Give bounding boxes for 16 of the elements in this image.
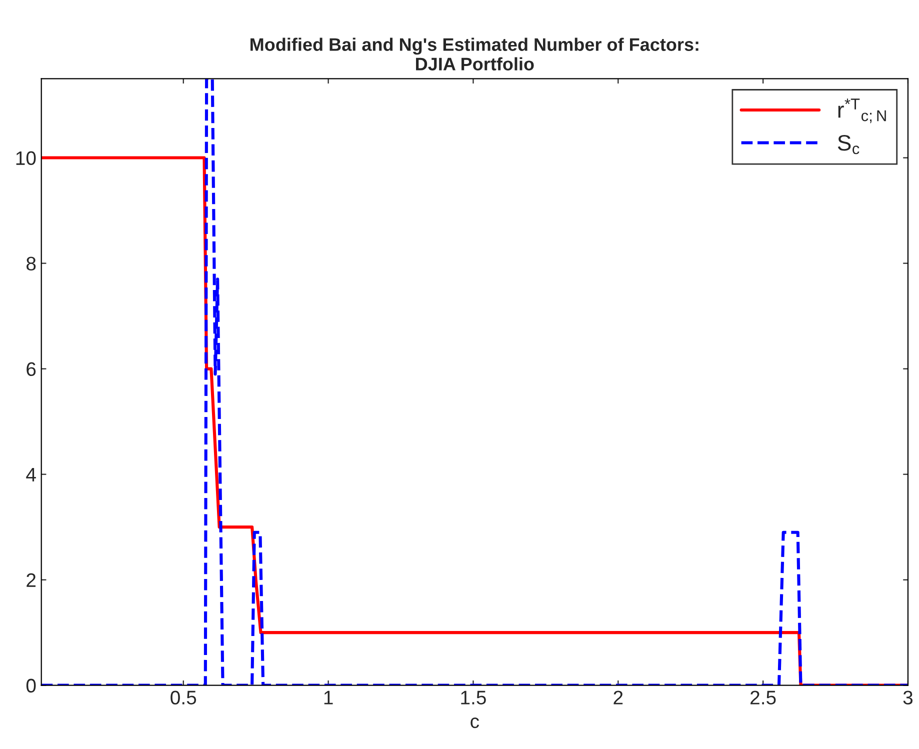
y-tick-label: 0: [26, 678, 36, 693]
x-tick-label: 1: [324, 690, 333, 704]
y-tick-label: 2: [26, 573, 36, 587]
chart-title: Modified Bai and Ng's Estimated Number of Factors: DJIA Portfolio: [250, 38, 698, 70]
x-tick-label: 2.5: [750, 690, 776, 704]
y-tick-label: 8: [26, 256, 36, 271]
legend-label: S$_{c}$: [838, 134, 860, 154]
x-tick-label: 3: [903, 690, 913, 704]
x-tick-label: 2: [614, 690, 623, 704]
x-tick-label: 0.5: [170, 690, 196, 704]
y-tick-label: 6: [26, 362, 36, 376]
y-tick-label: 10: [16, 151, 36, 166]
x-axis-title: c: [470, 718, 480, 728]
y-tick-label: 4: [26, 468, 36, 482]
x-tick-label: 1.5: [461, 690, 486, 704]
legend-label: r$^{*T}$$_{c;N}$: [838, 98, 886, 124]
